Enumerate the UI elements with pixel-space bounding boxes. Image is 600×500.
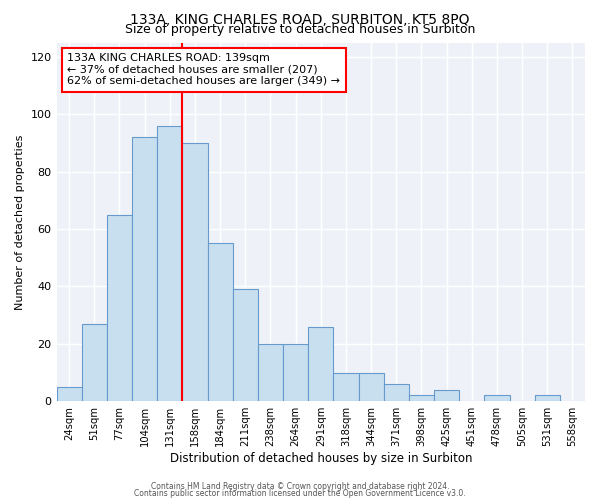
Text: 133A KING CHARLES ROAD: 139sqm
← 37% of detached houses are smaller (207)
62% of: 133A KING CHARLES ROAD: 139sqm ← 37% of … (67, 54, 340, 86)
Bar (82, 324, 107, 401)
Text: Contains public sector information licensed under the Open Government Licence v3: Contains public sector information licen… (134, 489, 466, 498)
Bar (334, 372, 359, 401)
Bar (182, 143, 208, 401)
Bar (308, 326, 334, 401)
Text: Size of property relative to detached houses in Surbiton: Size of property relative to detached ho… (125, 22, 475, 36)
X-axis label: Distribution of detached houses by size in Surbiton: Distribution of detached houses by size … (170, 452, 472, 465)
Bar (56, 387, 82, 401)
Bar (233, 290, 258, 401)
Bar (484, 396, 509, 401)
Text: Contains HM Land Registry data © Crown copyright and database right 2024.: Contains HM Land Registry data © Crown c… (151, 482, 449, 491)
Bar (383, 384, 409, 401)
Bar (258, 344, 283, 401)
Bar (132, 137, 157, 401)
Text: 133A, KING CHARLES ROAD, SURBITON, KT5 8PQ: 133A, KING CHARLES ROAD, SURBITON, KT5 8… (130, 12, 470, 26)
Bar (434, 390, 459, 401)
Bar (359, 372, 383, 401)
Bar (107, 214, 132, 401)
Bar (283, 344, 308, 401)
Bar (157, 126, 182, 401)
Y-axis label: Number of detached properties: Number of detached properties (15, 134, 25, 310)
Bar (409, 396, 434, 401)
Bar (208, 244, 233, 401)
Bar (535, 396, 560, 401)
